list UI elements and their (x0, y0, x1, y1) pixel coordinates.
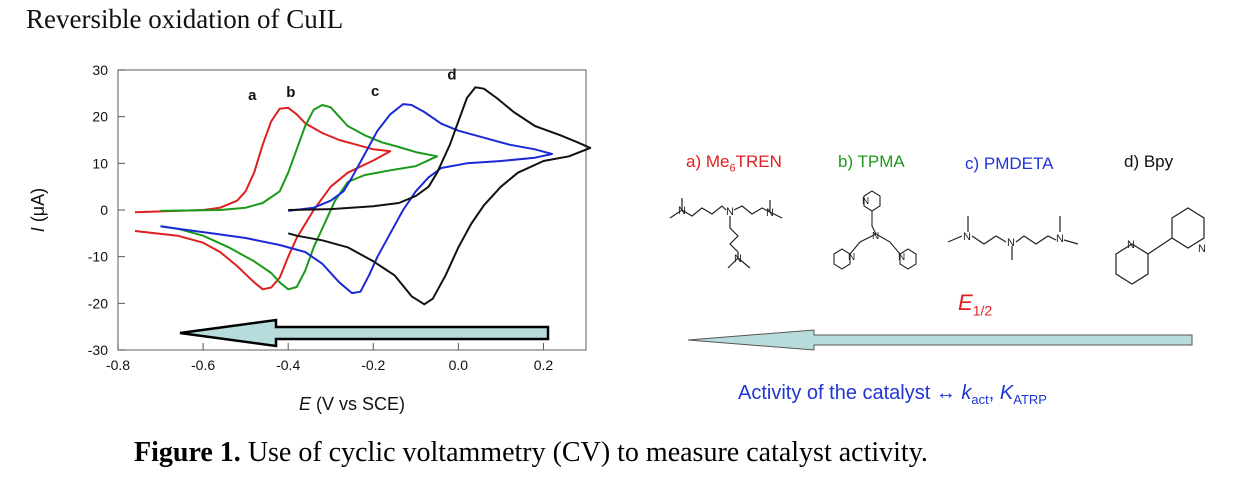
bpy-n1: N (1127, 239, 1135, 251)
me6tren-structure: N N N N (669, 198, 783, 269)
ligand-a-prefix: a) Me (686, 152, 730, 171)
ligand-b-prefix: b) TPMA (838, 152, 905, 171)
y-tick-label: -30 (88, 342, 108, 358)
tpma-structure: N N N N (833, 190, 917, 270)
bpy-structure: N N (1115, 207, 1206, 285)
e-half-symbol: E (958, 290, 973, 315)
tpma-n-ring2: N (848, 252, 855, 263)
me6tren-n2: N (726, 206, 734, 218)
x-tick-label: -0.8 (106, 357, 130, 373)
series-d-line (287, 86, 592, 306)
series-a-line (134, 106, 392, 291)
y-tick-label: 10 (92, 155, 108, 171)
e-half-label: E1/2 (958, 290, 992, 318)
page-heading: Reversible oxidation of CuIL (26, 4, 344, 34)
tpma-n-ring3: N (898, 252, 905, 263)
tpma-n-center: N (872, 231, 879, 242)
x-tick-label: 0.2 (534, 357, 554, 373)
x-axis-symbol: E (299, 394, 312, 414)
y-tick-label: 0 (100, 202, 108, 218)
activity-sep: , (988, 382, 1000, 404)
figure-caption: Figure 1. Use of cyclic voltammetry (CV)… (134, 437, 928, 469)
activity-arrow (687, 329, 1193, 351)
ligand-c-prefix: c) PMDETA (965, 154, 1054, 173)
pmdeta-structure: N N N (947, 216, 1079, 260)
series-c-line (160, 103, 553, 295)
x-tick-label: -0.2 (361, 357, 385, 373)
x-axis-unit: (V vs SCE) (311, 394, 405, 414)
pmdeta-n2: N (1007, 237, 1015, 249)
me6tren-n3: N (766, 207, 774, 219)
y-tick-label: -20 (88, 295, 108, 311)
me6tren-n1: N (678, 205, 686, 217)
y-tick-label: 30 (92, 62, 108, 78)
ligand-label-pmdeta: c) PMDETA (965, 154, 1053, 174)
x-tick-label: -0.4 (276, 357, 300, 373)
x-tick-label: 0.0 (449, 357, 469, 373)
caption-label: Figure 1. (134, 437, 241, 468)
x-axis-ticks: -0.8 -0.6 -0.4 -0.2 0.0 0.2 (106, 343, 553, 373)
ligand-label-tpma: b) TPMA (838, 152, 905, 172)
pmdeta-n1: N (963, 231, 971, 243)
k-atrp-symbol: K (999, 382, 1014, 404)
k-atrp-sub: ATRP (1013, 392, 1047, 407)
ligand-a-suffix: TREN (735, 152, 782, 171)
series-label-a: a (248, 87, 257, 104)
y-axis-ticks: 30 20 10 0 -10 -20 -30 (88, 62, 125, 358)
me6tren-n4: N (734, 253, 742, 265)
activity-text: Activity of the catalyst ↔ (738, 382, 962, 404)
series-label-b: b (286, 84, 295, 101)
y-axis-unit: (μA) (28, 188, 48, 227)
series-b-line (160, 104, 439, 291)
ligand-label-bpy: d) Bpy (1124, 152, 1173, 172)
ligand-d-prefix: d) Bpy (1124, 152, 1174, 171)
y-tick-label: 20 (92, 109, 108, 125)
tpma-n-ring1: N (862, 196, 869, 207)
ligand-a-sub: 6 (729, 162, 736, 175)
series-labels: a b c d (248, 66, 456, 104)
bpy-n2: N (1198, 243, 1206, 255)
series-label-c: c (371, 83, 379, 100)
y-tick-label: -10 (88, 249, 108, 265)
activity-label: Activity of the catalyst ↔ kact, KATRP (738, 382, 1047, 407)
direction-arrow (179, 318, 550, 348)
ligand-label-me6tren: a) Me6TREN (686, 152, 782, 174)
k-act-sub: act (971, 392, 989, 407)
y-axis-title: I (μA) (28, 188, 48, 232)
pmdeta-n3: N (1056, 233, 1064, 245)
e-half-sub: 1/2 (972, 302, 993, 319)
caption-text: Use of cyclic voltammetry (CV) to measur… (240, 437, 928, 468)
x-tick-label: -0.6 (191, 357, 215, 373)
x-axis-title: E (V vs SCE) (299, 394, 405, 414)
series-label-d: d (447, 66, 456, 83)
series-group (134, 86, 592, 306)
k-act-symbol: k (961, 382, 972, 404)
y-axis-symbol: I (28, 227, 48, 232)
